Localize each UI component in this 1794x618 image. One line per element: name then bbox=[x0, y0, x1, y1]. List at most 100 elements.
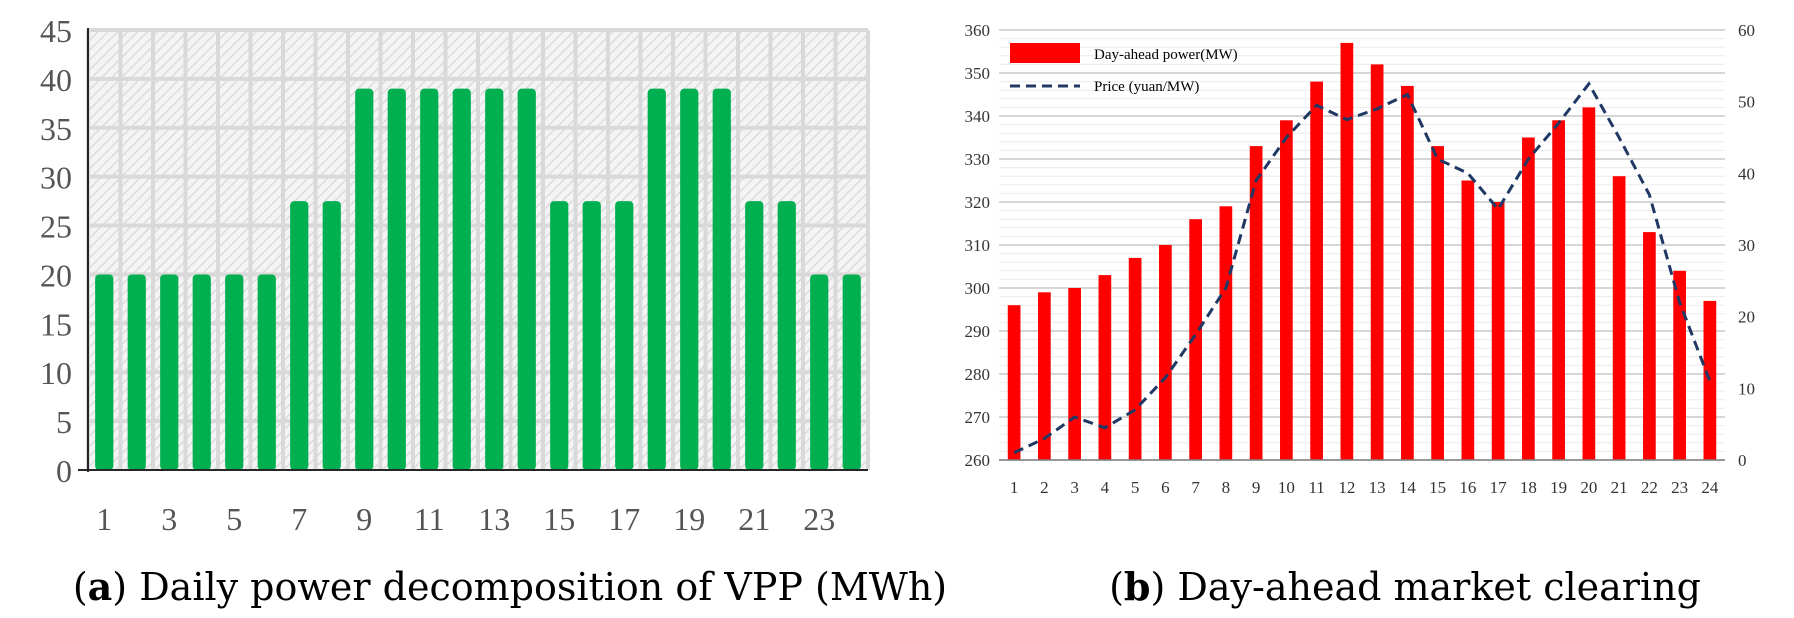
chart-a-y-tick-labels: 0 5 10 15 20 25 30 35 40 45 bbox=[40, 13, 88, 489]
chart-a-x-tick-label: 5 bbox=[226, 501, 242, 537]
chart-a-x-tick-label: 23 bbox=[803, 501, 835, 537]
chart-b-left-y-tick-label: 340 bbox=[965, 107, 991, 126]
chart-a-bar bbox=[712, 88, 731, 471]
chart-a-bars bbox=[95, 88, 861, 471]
chart-b-legend-bar-label: Day-ahead power(MW) bbox=[1094, 47, 1238, 63]
chart-a-bar bbox=[355, 88, 374, 471]
chart-b-x-tick-label: 6 bbox=[1161, 478, 1170, 497]
chart-b-x-tick-label: 21 bbox=[1611, 478, 1628, 497]
chart-b-x-tick-label: 14 bbox=[1399, 478, 1417, 497]
chart-a-bar bbox=[777, 201, 796, 470]
chart-b-x-tick-label: 5 bbox=[1131, 478, 1140, 497]
chart-a-caption-letter: a bbox=[88, 564, 113, 609]
chart-a-bar bbox=[420, 88, 439, 471]
chart-a-x-tick-label: 11 bbox=[414, 501, 445, 537]
chart-a-bar bbox=[842, 274, 861, 470]
chart-a-x-tick-label: 13 bbox=[478, 501, 510, 537]
chart-b-right-y-tick-labels: 0 10 20 30 40 50 60 bbox=[1738, 21, 1755, 470]
chart-b-caption-text: Day-ahead market clearing bbox=[1177, 565, 1701, 609]
chart-b-right-y-tick-label: 40 bbox=[1738, 164, 1755, 183]
chart-b-x-tick-label: 1 bbox=[1010, 478, 1019, 497]
chart-a-y-tick-label: 5 bbox=[56, 404, 72, 440]
chart-a-bar bbox=[160, 274, 179, 470]
chart-b-bar bbox=[1340, 42, 1354, 461]
chart-a-y-tick-label: 0 bbox=[56, 453, 72, 489]
chart-b-bar bbox=[1522, 137, 1535, 460]
chart-b-price-line bbox=[1013, 81, 1712, 455]
chart-b-right-y-tick-label: 60 bbox=[1738, 21, 1755, 40]
chart-b-x-tick-labels: 1 2 3 4 5 6 7 8 9 10 11 12 13 14 15 16 17 18 19 20 21 22 23 24 bbox=[1010, 478, 1719, 497]
chart-a-bar bbox=[647, 88, 666, 471]
chart-b-bar bbox=[1310, 81, 1323, 460]
chart-b-x-tick-label: 2 bbox=[1040, 478, 1049, 497]
chart-a-y-tick-label: 35 bbox=[40, 111, 72, 147]
chart-b-bar bbox=[1643, 232, 1656, 460]
chart-b-x-tick-label: 18 bbox=[1520, 478, 1537, 497]
chart-a-y-tick-label: 40 bbox=[40, 62, 72, 98]
chart-b-bar bbox=[1673, 270, 1686, 460]
chart-b-left-y-tick-label: 320 bbox=[965, 193, 991, 212]
chart-a-bar bbox=[192, 274, 211, 470]
chart-b-legend-bar-swatch bbox=[1010, 43, 1080, 63]
chart-a-caption: (a) Daily power decomposition of VPP (MW… bbox=[73, 564, 947, 609]
chart-a-bar bbox=[615, 201, 634, 470]
chart-a-x-tick-label: 21 bbox=[738, 501, 770, 537]
chart-b-bar bbox=[1401, 85, 1414, 461]
chart-b-caption-letter: b bbox=[1124, 564, 1151, 609]
chart-a-x-tick-label: 15 bbox=[543, 501, 575, 537]
chart-b-x-tick-label: 15 bbox=[1429, 478, 1446, 497]
chart-b-bar bbox=[1552, 120, 1565, 461]
chart-b-right-y-tick-label: 20 bbox=[1738, 308, 1755, 327]
chart-a-bar bbox=[322, 201, 341, 470]
chart-b-left-y-tick-label: 260 bbox=[965, 451, 991, 470]
chart-b-bar bbox=[1007, 305, 1021, 460]
chart-b-x-tick-label: 17 bbox=[1490, 478, 1508, 497]
chart-a-bar bbox=[452, 88, 471, 471]
chart-a-y-tick-label: 45 bbox=[40, 13, 72, 49]
chart-b-left-y-tick-label: 310 bbox=[965, 236, 991, 255]
chart-a-bar bbox=[95, 274, 114, 470]
chart-b-bar bbox=[1219, 206, 1233, 460]
chart-a-y-tick-label: 25 bbox=[40, 209, 72, 245]
chart-a-x-tick-label: 9 bbox=[356, 501, 372, 537]
chart-a-x-tick-label: 7 bbox=[291, 501, 307, 537]
chart-a-bar bbox=[680, 88, 699, 471]
chart-b-x-tick-label: 13 bbox=[1369, 478, 1386, 497]
chart-b-x-tick-label: 4 bbox=[1101, 478, 1110, 497]
chart-b-x-tick-label: 7 bbox=[1191, 478, 1200, 497]
chart-a-bar bbox=[582, 201, 601, 470]
chart-b-legend-line-label: Price (yuan/MW) bbox=[1094, 79, 1199, 95]
chart-b-left-y-tick-label: 330 bbox=[965, 150, 991, 169]
chart-b-left-y-tick-label: 300 bbox=[965, 279, 991, 298]
chart-b-x-tick-label: 10 bbox=[1278, 478, 1295, 497]
chart-b-bar bbox=[1370, 64, 1384, 461]
chart-b-bar bbox=[1249, 146, 1263, 460]
chart-b-bar bbox=[1491, 202, 1505, 460]
chart-a-bar bbox=[517, 88, 536, 471]
chart-b-x-tick-label: 16 bbox=[1459, 478, 1476, 497]
chart-b-x-tick-label: 8 bbox=[1222, 478, 1231, 497]
chart-b-left-y-tick-label: 350 bbox=[965, 64, 991, 83]
chart-b-right-y-tick-label: 50 bbox=[1738, 93, 1755, 112]
chart-b-x-tick-label: 3 bbox=[1070, 478, 1079, 497]
chart-a-bar bbox=[745, 201, 764, 470]
chart-a-x-tick-label: 3 bbox=[161, 501, 177, 537]
chart-b-x-tick-label: 12 bbox=[1338, 478, 1355, 497]
chart-a-bar bbox=[810, 274, 829, 470]
chart-b-left-y-tick-label: 280 bbox=[965, 365, 991, 384]
chart-b-bar bbox=[1128, 257, 1142, 460]
chart-b-bar bbox=[1038, 292, 1051, 460]
chart-a-y-tick-label: 15 bbox=[40, 306, 72, 342]
chart-a-y-tick-label: 10 bbox=[40, 355, 72, 391]
chart-a-y-tick-label: 30 bbox=[40, 160, 72, 196]
chart-b-bar bbox=[1461, 180, 1475, 460]
chart-b-bar bbox=[1098, 275, 1112, 460]
chart-a-x-tick-label: 19 bbox=[673, 501, 705, 537]
chart-b-right-y-tick-label: 0 bbox=[1738, 451, 1747, 470]
chart-b-x-tick-label: 11 bbox=[1308, 478, 1324, 497]
chart-b-caption: (b) Day-ahead market clearing bbox=[1109, 564, 1701, 609]
chart-a-bar bbox=[485, 88, 504, 471]
chart-b-x-tick-label: 9 bbox=[1252, 478, 1261, 497]
chart-b-left-y-tick-label: 270 bbox=[965, 408, 991, 427]
